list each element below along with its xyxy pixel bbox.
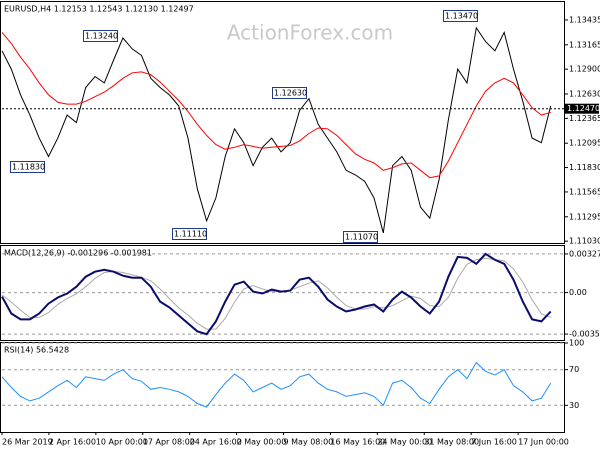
x-tick-label: 10 Apr 00:00 [96,438,148,447]
annotation-box [272,87,307,99]
annotation-label: 1.13240 [85,32,118,41]
annotation-label: 1.11070 [345,233,378,242]
x-tick-label: 2 Apr 16:00 [49,438,96,447]
current-price-label: 1.12470 [567,104,600,113]
y-tick-label: 1.12630 [569,89,600,98]
annotation-box [172,228,207,240]
panel-title: RSI(14) 56.5428 [4,346,69,355]
y-tick-label: 30 [569,401,579,410]
series-line [1,26,552,234]
panel-title: EURUSD,H4 1.12153 1.12543 1.12130 1.1249… [4,5,194,14]
annotation-label: 1.13470 [445,12,478,21]
y-tick-label: 1.11830 [569,163,600,172]
series-line [1,32,551,179]
annotation-box [10,161,45,173]
x-tick-label: 24 May 00:00 [377,438,432,447]
price-panel [0,1,565,244]
y-tick-label: 0.00 [569,288,587,297]
panel-title: MACD(12,26,9) -0.001296 -0.001981 [4,249,152,258]
x-tick-label: 24 Apr 16:00 [190,438,242,447]
x-tick-label: 17 Apr 08:00 [143,438,195,447]
y-tick-label: 1.11295 [569,212,600,221]
y-tick-label: 1.11030 [569,237,600,246]
x-tick-label: 17 Jun 00:00 [518,438,569,447]
y-tick-label: -0.003519 [569,330,600,339]
series-line [1,252,552,336]
x-tick-label: 16 May 16:00 [330,438,385,447]
x-tick-label: 7 Jun 16:00 [471,438,517,447]
annotation-box [443,10,478,22]
y-tick-label: 100 [569,339,584,348]
watermark: ActionForex.com [227,21,393,45]
y-tick-label: 0.003278 [569,249,600,258]
x-tick-label: 26 Mar 2019 [2,438,53,447]
annotation-label: 1.11110 [174,230,207,239]
y-tick-label: 1.13165 [569,40,600,49]
y-tick-label: 1.12900 [569,65,600,74]
series-line [1,361,552,408]
annotation-label: 1.11830 [12,163,45,172]
current-price-box [565,103,599,114]
y-tick-label: 1.13435 [569,15,600,24]
x-tick-label: 31 May 08:00 [424,438,479,447]
x-tick-label: 2 May 00:00 [237,438,287,447]
annotation-box [83,30,118,42]
x-tick-label: 9 May 08:00 [284,438,334,447]
annotation-box [343,231,378,243]
rsi-panel [0,342,565,433]
series-line [1,257,551,330]
y-tick-label: 70 [569,365,579,374]
y-tick-label: 1.11565 [569,187,600,196]
annotation-label: 1.12630 [274,89,307,98]
macd-panel [0,245,565,341]
y-tick-label: 1.12095 [569,139,600,148]
y-tick-label: 1.12365 [569,114,600,123]
